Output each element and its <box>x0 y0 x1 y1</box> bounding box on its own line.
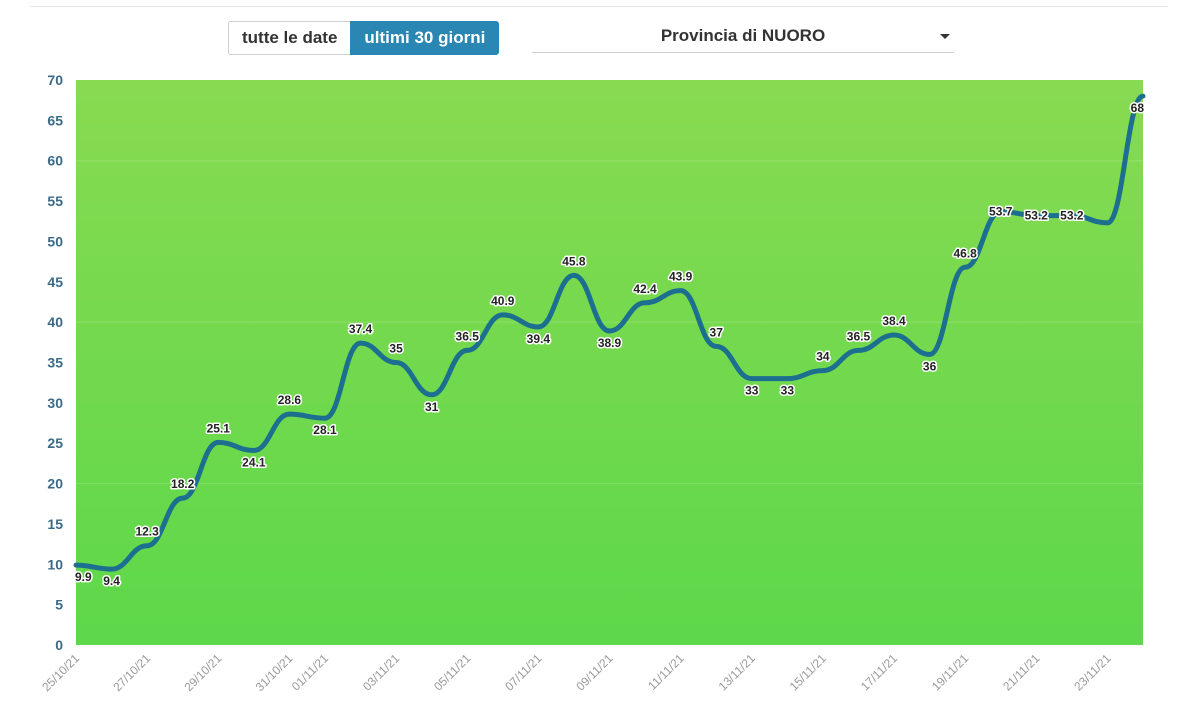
x-tick-label: 25/10/21 <box>39 651 82 694</box>
y-tick-label: 55 <box>47 193 63 209</box>
x-tick-label: 03/11/21 <box>360 651 403 694</box>
data-label: 37.4 <box>349 322 373 336</box>
data-label: 9.9 <box>75 570 92 584</box>
y-tick-label: 20 <box>47 476 63 492</box>
x-tick-label: 01/11/21 <box>289 651 332 694</box>
y-axis: 0 5 10 15 20 25 30 35 40 45 50 55 60 65 70 <box>47 72 63 653</box>
data-label: 33 <box>781 384 795 398</box>
y-tick-label: 25 <box>47 435 63 451</box>
x-tick-label: 31/10/21 <box>253 651 296 694</box>
x-tick-label: 05/11/21 <box>431 651 474 694</box>
province-select[interactable]: Provincia di NUORO <box>532 21 954 53</box>
data-label: 53.2 <box>1025 209 1049 223</box>
x-tick-label: 29/10/21 <box>181 651 224 694</box>
data-label: 45.8 <box>562 254 586 268</box>
all-dates-button[interactable]: tutte le date <box>228 21 351 55</box>
y-tick-label: 30 <box>47 395 63 411</box>
data-label: 36.5 <box>847 329 871 343</box>
x-tick-label: 17/11/21 <box>858 651 901 694</box>
x-tick-label: 07/11/21 <box>502 651 545 694</box>
y-tick-label: 60 <box>47 153 63 169</box>
data-label: 36.5 <box>456 329 480 343</box>
data-label: 28.1 <box>313 423 337 437</box>
data-label: 31 <box>425 400 439 414</box>
data-label: 33 <box>745 384 759 398</box>
y-tick-label: 10 <box>47 556 63 572</box>
data-label: 40.9 <box>491 294 515 308</box>
data-label: 42.4 <box>633 282 657 296</box>
data-label: 35 <box>389 342 403 356</box>
data-label: 18.2 <box>171 477 195 491</box>
data-label: 37 <box>710 325 724 339</box>
series-line <box>73 93 1146 572</box>
data-label: 68 <box>1131 101 1145 115</box>
y-tick-label: 70 <box>47 72 63 88</box>
y-tick-label: 5 <box>55 597 63 613</box>
x-tick-label: 23/11/21 <box>1071 651 1114 694</box>
data-label: 53.2 <box>1060 209 1084 223</box>
x-axis: 25/10/21 27/10/21 29/10/21 31/10/2101/11/21… <box>39 651 1114 694</box>
date-range-toggle: tutte le date ultimi 30 giorni <box>228 21 500 55</box>
data-label: 12.3 <box>135 525 159 539</box>
y-tick-label: 45 <box>47 274 63 290</box>
data-label: 34 <box>816 350 830 364</box>
top-divider <box>30 6 1168 7</box>
y-tick-label: 15 <box>47 516 63 532</box>
data-label: 39.4 <box>527 332 551 346</box>
x-tick-label: 19/11/21 <box>929 651 972 694</box>
province-select-value: Provincia di NUORO <box>660 26 826 45</box>
data-label: 38.4 <box>882 314 906 328</box>
data-label: 38.9 <box>598 336 622 350</box>
y-tick-label: 0 <box>55 637 63 653</box>
data-label: 28.6 <box>278 393 302 407</box>
x-tick-label: 09/11/21 <box>573 651 616 694</box>
x-tick-label: 13/11/21 <box>716 651 759 694</box>
data-label: 25.1 <box>207 421 231 435</box>
data-label: 36 <box>923 359 937 373</box>
data-label: 53.7 <box>989 205 1013 219</box>
y-tick-label: 40 <box>47 314 63 330</box>
data-label: 9.4 <box>103 574 120 588</box>
x-tick-label: 15/11/21 <box>787 651 830 694</box>
caret-down-icon <box>940 34 950 39</box>
x-tick-label: 11/11/21 <box>645 651 687 693</box>
data-label: 43.9 <box>669 270 693 284</box>
x-tick-label: 21/11/21 <box>1000 651 1043 694</box>
y-tick-label: 50 <box>47 233 63 249</box>
y-tick-label: 35 <box>47 355 63 371</box>
last-30-days-button[interactable]: ultimi 30 giorni <box>350 21 500 55</box>
data-label: 46.8 <box>953 246 977 260</box>
y-tick-label: 65 <box>47 112 63 128</box>
plot-area <box>76 80 1143 645</box>
data-label: 24.1 <box>242 455 266 469</box>
x-tick-label: 27/10/21 <box>110 651 153 694</box>
data-labels: 9.9 9.4 12.3 18.2 25.1 24.1 28.6 28.1 37.4 35 31 36… <box>74 100 1146 590</box>
